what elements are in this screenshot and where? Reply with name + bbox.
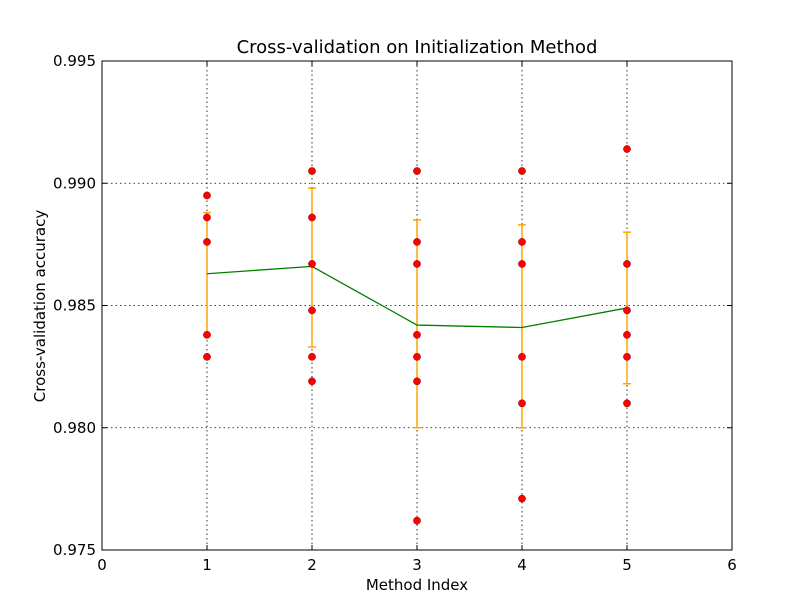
data-point bbox=[203, 330, 211, 339]
y-tick-label: 0.985 bbox=[53, 297, 96, 315]
mean-line-group bbox=[206, 265, 628, 329]
data-point bbox=[623, 306, 631, 315]
x-tick-label: 3 bbox=[412, 556, 422, 574]
data-point bbox=[413, 352, 421, 361]
mean-line bbox=[206, 265, 628, 329]
data-point bbox=[518, 399, 526, 408]
x-tick-label: 4 bbox=[517, 556, 527, 574]
data-point bbox=[203, 191, 211, 200]
data-point bbox=[623, 330, 631, 339]
data-point bbox=[623, 352, 631, 361]
x-tick-label: 6 bbox=[727, 556, 737, 574]
y-tick-label: 0.995 bbox=[53, 52, 96, 70]
data-point bbox=[308, 352, 316, 361]
chart-title: Cross-validation on Initialization Metho… bbox=[237, 37, 598, 58]
data-point bbox=[518, 352, 526, 361]
x-tick-label: 1 bbox=[202, 556, 212, 574]
y-tick-labels: 0.975 0.980 0.985 0.990 0.995 bbox=[53, 52, 96, 559]
ticks bbox=[101, 60, 733, 551]
data-point bbox=[413, 167, 421, 175]
data-point bbox=[413, 377, 421, 386]
data-point bbox=[413, 260, 421, 268]
data-point bbox=[308, 167, 316, 175]
y-tick-label: 0.980 bbox=[53, 419, 96, 437]
data-point bbox=[308, 306, 316, 315]
data-point bbox=[623, 260, 631, 268]
data-points bbox=[203, 145, 631, 525]
data-point bbox=[308, 213, 316, 222]
x-axis-label: Method Index bbox=[366, 576, 468, 594]
data-point bbox=[203, 352, 211, 361]
y-tick-label: 0.990 bbox=[53, 174, 96, 192]
y-axis-label: Cross-validation accuracy bbox=[31, 210, 49, 403]
data-point bbox=[518, 494, 526, 503]
error-bars bbox=[203, 187, 631, 429]
data-point bbox=[413, 516, 421, 525]
y-tick-label: 0.975 bbox=[53, 541, 96, 559]
x-tick-label: 2 bbox=[307, 556, 317, 574]
data-point bbox=[308, 377, 316, 386]
data-point bbox=[623, 145, 631, 153]
x-tick-label: 0 bbox=[97, 556, 107, 574]
x-tick-label: 5 bbox=[622, 556, 632, 574]
data-point bbox=[413, 330, 421, 339]
data-point bbox=[413, 238, 421, 246]
data-point bbox=[518, 167, 526, 175]
data-point bbox=[623, 399, 631, 408]
data-point bbox=[518, 260, 526, 268]
data-point bbox=[203, 213, 211, 222]
data-point bbox=[308, 260, 316, 268]
data-point bbox=[518, 238, 526, 246]
data-point bbox=[203, 238, 211, 246]
x-tick-labels: 0 1 2 3 4 5 6 bbox=[97, 556, 737, 574]
